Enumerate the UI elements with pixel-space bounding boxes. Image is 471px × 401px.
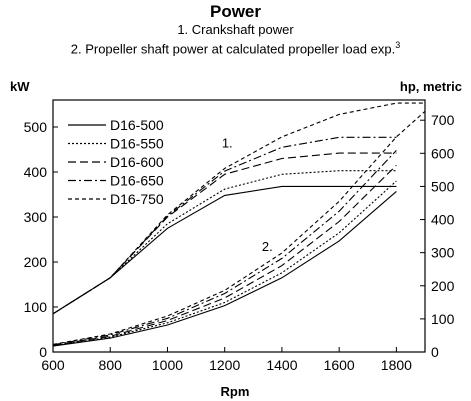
y-tick-label-right: 700 <box>431 112 455 128</box>
chart-title: Power <box>209 2 262 21</box>
x-tick-label: 1400 <box>266 357 297 373</box>
series-line-d16-500-crankshaft <box>52 185 397 315</box>
series-line-d16-750-crankshaft <box>52 102 425 315</box>
legend-label: D16-500 <box>110 117 164 133</box>
y-tick-label-left: 100 <box>24 299 48 315</box>
y-axis-label-left: kW <box>10 79 30 94</box>
y-axis-label-right: hp, metric <box>400 79 462 94</box>
series-line-d16-600-crankshaft <box>52 152 397 315</box>
chart-subtitle-2: 2. Propeller shaft power at calculated p… <box>0 40 471 56</box>
series-line-d16-600-propeller <box>52 164 397 346</box>
y-tick-label-right: 500 <box>431 178 455 194</box>
x-tick-label: 1000 <box>152 357 183 373</box>
x-axis-label: Rpm <box>221 384 250 399</box>
chart-subtitle-2-superscript: 3 <box>395 40 401 50</box>
axes: 600 800 1000 1200 1400 1600 180001002003004005… <box>24 99 455 373</box>
y-tick-label-left: 0 <box>39 344 47 360</box>
y-tick-label-right: 100 <box>431 311 455 327</box>
y-tick-label-right: 600 <box>431 145 455 161</box>
series-lines: 1. 2. <box>52 102 426 347</box>
y-tick-label-left: 200 <box>24 254 48 270</box>
curve-label: 2. <box>262 239 273 254</box>
legend: D16-500 D16-550 D16-600 D16-650 D16-750 <box>68 117 164 207</box>
x-tick-label: 1800 <box>381 357 412 373</box>
legend-label: D16-600 <box>110 154 164 170</box>
x-tick-label: 600 <box>41 357 65 373</box>
legend-label: D16-650 <box>110 173 164 189</box>
series-line-d16-650-propeller <box>52 150 397 346</box>
series-line-d16-500-propeller <box>52 190 397 347</box>
y-tick-label-left: 300 <box>24 209 48 225</box>
x-tick-label: 1600 <box>324 357 355 373</box>
y-tick-label-left: 500 <box>24 119 48 135</box>
y-tick-label-left: 400 <box>24 164 48 180</box>
y-tick-label-right: 0 <box>431 344 439 360</box>
y-tick-label-right: 400 <box>431 212 455 228</box>
series-line-d16-650-crankshaft <box>52 136 397 315</box>
x-tick-label: 800 <box>99 357 123 373</box>
y-tick-label-right: 300 <box>431 245 455 261</box>
y-tick-label-right: 200 <box>431 278 455 294</box>
x-tick-label: 1200 <box>209 357 240 373</box>
chart-subtitle-1: 1. Crankshaft power <box>177 22 294 37</box>
series-line-d16-550-crankshaft <box>52 170 397 315</box>
series-line-d16-750-propeller <box>52 110 426 345</box>
series-line-d16-550-propeller <box>52 180 397 347</box>
plot-frame <box>52 99 426 353</box>
chart-subtitle-2-text: 2. Propeller shaft power at calculated p… <box>70 41 396 57</box>
legend-label: D16-750 <box>110 191 164 207</box>
curve-label: 1. <box>222 135 233 150</box>
legend-label: D16-550 <box>110 136 164 152</box>
